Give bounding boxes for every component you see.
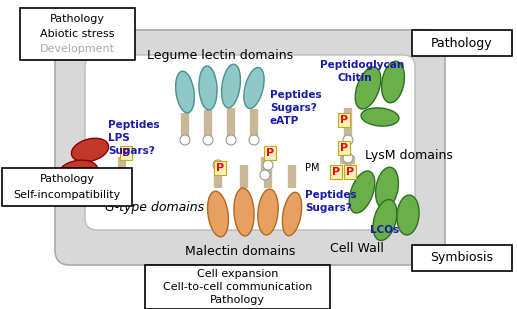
Text: Cell expansion: Cell expansion	[197, 269, 278, 279]
Ellipse shape	[258, 189, 278, 235]
Circle shape	[180, 135, 190, 145]
Text: LysM domains: LysM domains	[365, 149, 453, 162]
Circle shape	[260, 170, 270, 180]
Text: Symbiosis: Symbiosis	[431, 252, 494, 265]
FancyBboxPatch shape	[145, 265, 330, 309]
Ellipse shape	[373, 200, 397, 240]
FancyBboxPatch shape	[20, 8, 135, 60]
Text: P: P	[340, 115, 348, 125]
Circle shape	[263, 160, 273, 170]
FancyBboxPatch shape	[55, 30, 445, 265]
Text: Peptides: Peptides	[270, 90, 322, 100]
Text: Sugars?: Sugars?	[108, 146, 155, 156]
Ellipse shape	[355, 67, 381, 109]
Text: Peptides: Peptides	[108, 120, 160, 130]
Ellipse shape	[349, 171, 375, 213]
Ellipse shape	[361, 108, 399, 126]
Text: Malectin domains: Malectin domains	[185, 245, 295, 258]
Circle shape	[117, 170, 127, 180]
Text: PM: PM	[305, 163, 320, 173]
FancyBboxPatch shape	[412, 30, 512, 56]
Text: Sugars?: Sugars?	[270, 103, 317, 113]
Text: Legume lectin domains: Legume lectin domains	[147, 49, 293, 62]
Circle shape	[249, 135, 259, 145]
Text: P: P	[266, 148, 274, 158]
Text: P: P	[332, 167, 340, 177]
Ellipse shape	[199, 66, 217, 110]
Text: P: P	[122, 148, 130, 158]
Ellipse shape	[397, 195, 419, 235]
Ellipse shape	[234, 188, 254, 236]
Ellipse shape	[382, 61, 404, 103]
Text: Pathology: Pathology	[431, 36, 493, 49]
Ellipse shape	[282, 192, 301, 236]
Text: Cell Wall: Cell Wall	[330, 242, 384, 255]
Text: Abiotic stress: Abiotic stress	[40, 29, 115, 39]
Circle shape	[213, 160, 223, 170]
Ellipse shape	[69, 184, 107, 205]
Text: Pathology: Pathology	[39, 174, 95, 184]
Text: Pathology: Pathology	[210, 295, 265, 305]
Text: P: P	[216, 163, 224, 173]
Ellipse shape	[176, 71, 194, 113]
Circle shape	[226, 135, 236, 145]
FancyBboxPatch shape	[412, 245, 512, 271]
Circle shape	[343, 135, 353, 145]
Text: G-type domains: G-type domains	[105, 201, 204, 214]
Text: Self-incompatibility: Self-incompatibility	[13, 190, 120, 200]
Circle shape	[203, 135, 213, 145]
Text: Sugars?: Sugars?	[305, 203, 352, 213]
Text: Development: Development	[40, 44, 115, 54]
Text: Cell-to-cell communication: Cell-to-cell communication	[163, 282, 312, 292]
Ellipse shape	[375, 167, 399, 209]
Text: LPS: LPS	[108, 133, 130, 143]
Text: Peptides: Peptides	[305, 190, 357, 200]
Ellipse shape	[208, 191, 229, 237]
Text: P: P	[346, 167, 354, 177]
Circle shape	[343, 153, 353, 163]
FancyBboxPatch shape	[2, 168, 132, 206]
Text: Peptidoglycan: Peptidoglycan	[320, 60, 404, 70]
Ellipse shape	[244, 67, 264, 108]
Text: Pathology: Pathology	[50, 14, 105, 24]
FancyBboxPatch shape	[85, 55, 415, 230]
Text: eATP: eATP	[270, 116, 299, 126]
Text: Chitin: Chitin	[338, 73, 373, 83]
Ellipse shape	[222, 64, 240, 108]
Ellipse shape	[58, 160, 98, 184]
Ellipse shape	[71, 138, 109, 162]
Text: P: P	[340, 143, 348, 153]
Text: LCOs: LCOs	[370, 225, 399, 235]
